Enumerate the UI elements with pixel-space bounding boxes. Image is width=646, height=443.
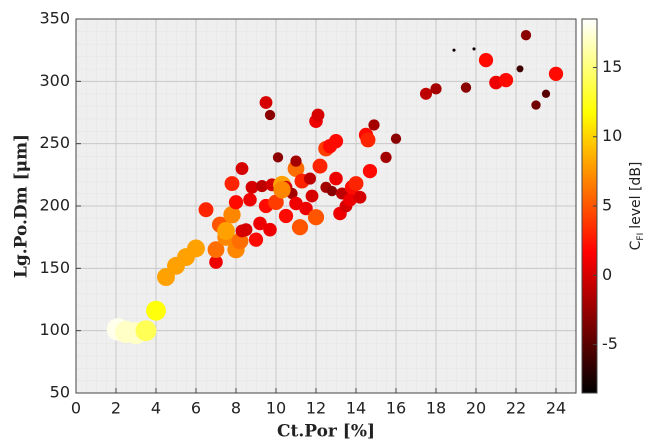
- point: [548, 66, 564, 81]
- x-tick-label: 10: [266, 399, 286, 418]
- y-axis-label: Lg.Po.Dm [μm]: [12, 134, 32, 278]
- point: [329, 171, 343, 186]
- x-tick-label: 8: [231, 399, 241, 418]
- point: [312, 158, 328, 174]
- point: [278, 208, 294, 224]
- point: [259, 96, 273, 109]
- point: [187, 239, 205, 258]
- point: [146, 300, 166, 321]
- point: [326, 185, 338, 197]
- x-tick-label: 0: [71, 399, 81, 418]
- point: [328, 134, 344, 149]
- point: [228, 195, 244, 210]
- point: [478, 53, 494, 68]
- point: [380, 151, 392, 163]
- x-axis-label: Ct.Por [%]: [277, 422, 375, 442]
- point: [390, 133, 402, 144]
- point: [343, 192, 357, 207]
- x-tick-label: 22: [506, 399, 526, 418]
- point: [209, 255, 223, 269]
- point: [253, 216, 267, 231]
- point: [235, 224, 249, 238]
- x-tick-label: 14: [346, 399, 366, 418]
- x-tick-label: 16: [386, 399, 406, 418]
- point: [243, 192, 257, 207]
- x-tick-label: 2: [111, 399, 121, 418]
- point: [498, 72, 514, 88]
- point: [291, 219, 309, 236]
- colorbar-tick-label: 0: [602, 265, 612, 284]
- point: [307, 209, 325, 226]
- point: [430, 83, 442, 95]
- point: [516, 65, 524, 73]
- y-tick-label: 300: [39, 71, 70, 90]
- point: [248, 232, 264, 247]
- x-tick-label: 6: [191, 399, 201, 418]
- x-tick-label: 20: [466, 399, 486, 418]
- point: [263, 222, 277, 237]
- point: [360, 132, 376, 148]
- point: [245, 180, 259, 194]
- point: [272, 152, 284, 163]
- colorbar-tick-label: 10: [602, 126, 622, 145]
- point: [531, 100, 541, 110]
- point: [311, 108, 325, 122]
- point: [255, 180, 269, 193]
- point: [299, 201, 313, 216]
- point: [472, 47, 476, 51]
- point: [303, 172, 317, 185]
- y-tick-label: 150: [39, 258, 70, 277]
- point: [224, 176, 240, 192]
- point: [541, 89, 551, 98]
- point: [452, 48, 456, 52]
- point: [273, 181, 291, 199]
- x-tick-label: 4: [151, 399, 161, 418]
- colorbar-tick-label: -5: [602, 334, 618, 353]
- point: [217, 221, 235, 240]
- point: [135, 320, 157, 342]
- y-tick-label: 350: [39, 9, 70, 28]
- x-tick-label: 12: [306, 399, 326, 418]
- point: [520, 30, 532, 41]
- point: [353, 190, 367, 204]
- point: [207, 241, 225, 259]
- colorbar-subscript: FI: [636, 233, 646, 241]
- point: [348, 176, 364, 192]
- point: [419, 87, 433, 100]
- point: [460, 82, 472, 93]
- point: [264, 109, 276, 121]
- y-tick-label: 100: [39, 320, 70, 339]
- y-tick-label: 50: [50, 383, 70, 402]
- point: [268, 194, 284, 211]
- point: [223, 206, 241, 224]
- colorbar-symbol: C: [628, 240, 644, 250]
- point: [198, 202, 214, 218]
- colorbar-label: CFI level [dB]: [628, 162, 646, 251]
- colorbar-text: level [dB]: [628, 162, 644, 229]
- x-tick-label: 24: [546, 399, 566, 418]
- y-tick-label: 250: [39, 133, 70, 152]
- point: [289, 196, 303, 211]
- colorbar-tick-label: 5: [602, 196, 612, 215]
- point: [235, 162, 249, 176]
- colorbar-tick-label: 15: [602, 57, 622, 76]
- x-tick-label: 18: [426, 399, 446, 418]
- point: [305, 189, 319, 203]
- y-tick-label: 200: [39, 196, 70, 215]
- point: [362, 163, 378, 179]
- point: [368, 119, 380, 131]
- point: [290, 155, 302, 167]
